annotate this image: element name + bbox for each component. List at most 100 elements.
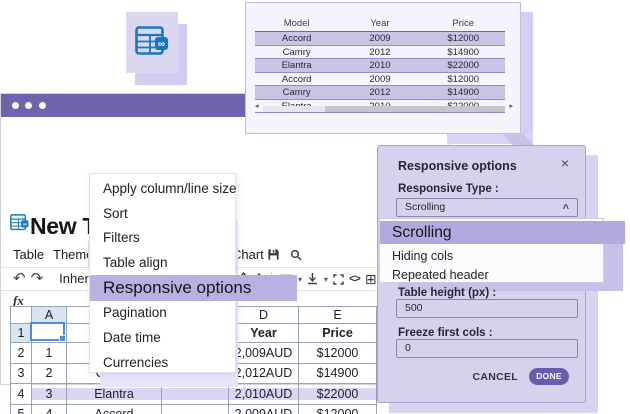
option-label: Scrolling bbox=[392, 224, 452, 241]
menu-item-currencies[interactable]: Currencies bbox=[103, 354, 169, 370]
selected-cell-outline bbox=[30, 322, 66, 342]
scroll-right-icon[interactable]: ▸ bbox=[509, 103, 513, 110]
table-height-label: Table height (px) : bbox=[398, 287, 497, 299]
preview-cell: Elantra bbox=[281, 60, 312, 71]
cell-a4[interactable]: 3 bbox=[31, 383, 67, 405]
undo-icon[interactable]: ↶ bbox=[13, 270, 26, 287]
menu-item-filters[interactable]: Filters bbox=[103, 230, 140, 246]
select-caret-up-icon[interactable]: ^ bbox=[562, 203, 569, 215]
preview-col-model: Model bbox=[283, 18, 310, 29]
option-scrolling[interactable]: Scrolling bbox=[380, 219, 625, 245]
scrollbar-thumb[interactable] bbox=[325, 106, 505, 112]
preview-row: Elantra 2010 $22000 bbox=[255, 59, 505, 73]
menu-table[interactable]: Table bbox=[13, 247, 45, 262]
borders-icon[interactable]: ⊞ bbox=[364, 270, 377, 287]
preview-hscrollbar[interactable]: ◂ ▸ bbox=[255, 103, 513, 113]
cell-e1[interactable]: Price bbox=[298, 323, 377, 343]
window-dot[interactable] bbox=[39, 102, 46, 109]
row-header[interactable]: 2 bbox=[10, 342, 32, 364]
preview-table-card: Model Year Price Accord 2009 $12000 Camr… bbox=[245, 2, 521, 134]
option-hiding-cols[interactable]: Hiding cols bbox=[392, 249, 454, 263]
preview-col-year: Year bbox=[370, 18, 390, 29]
vertical-align-caret-icon[interactable]: ▾ bbox=[323, 274, 328, 284]
preview-cell: $12000 bbox=[447, 33, 480, 44]
menu-item-apply-size[interactable]: Apply column/line size bbox=[103, 181, 237, 196]
cell-a2[interactable]: 1 bbox=[31, 342, 67, 364]
scroll-left-icon[interactable]: ◂ bbox=[255, 103, 259, 110]
preview-row: Camry 2012 $14900 bbox=[255, 46, 505, 59]
preview-cell: $12000 bbox=[447, 73, 480, 85]
frame-icon[interactable] bbox=[333, 273, 344, 285]
preview-cell: $14900 bbox=[447, 46, 480, 58]
preview-col-price: Price bbox=[452, 18, 475, 29]
svg-text:∞: ∞ bbox=[158, 39, 165, 50]
menu-item-date-time[interactable]: Date time bbox=[103, 329, 161, 345]
font-family-select[interactable]: Inherit bbox=[59, 271, 96, 286]
menu-item-responsive-options[interactable]: Responsive options bbox=[90, 275, 297, 302]
preview-table: Model Year Price Accord 2009 $12000 Camr… bbox=[255, 16, 505, 113]
cell-b5[interactable]: Accord bbox=[66, 403, 162, 414]
scrollbar-track[interactable] bbox=[263, 106, 505, 112]
window-dot[interactable] bbox=[25, 102, 32, 109]
cell-c5[interactable] bbox=[161, 403, 229, 414]
save-icon[interactable] bbox=[267, 248, 280, 261]
responsive-options-panel: Responsive options × Responsive Type : S… bbox=[377, 145, 625, 403]
menu-item-table-align[interactable]: Table align bbox=[103, 254, 168, 270]
format-dropdown-menu: Apply column/line size Sort Filters Tabl… bbox=[89, 173, 297, 373]
option-repeated-header[interactable]: Repeated header bbox=[392, 268, 489, 282]
col-header-d[interactable]: D bbox=[228, 306, 299, 324]
cell-d2[interactable]: 2,009AUD bbox=[228, 342, 299, 364]
col-header-e[interactable]: E bbox=[298, 306, 377, 324]
cell-d5[interactable]: 2,009AUD bbox=[228, 403, 299, 414]
widget-backdrop-lower-sheet bbox=[447, 134, 533, 144]
menu-item-sort[interactable]: Sort bbox=[103, 205, 128, 221]
row-header[interactable]: 3 bbox=[10, 362, 32, 384]
row-header[interactable]: 5 bbox=[10, 403, 32, 414]
done-button[interactable]: DONE bbox=[529, 368, 569, 385]
search-icon[interactable] bbox=[290, 249, 302, 261]
cell-e2[interactable]: $12000 bbox=[298, 342, 377, 364]
cell-a5[interactable]: 4 bbox=[31, 403, 67, 414]
logo-card: ∞ bbox=[126, 12, 178, 73]
cell-d4[interactable]: 2,010AUD bbox=[228, 383, 299, 405]
responsive-type-label: Responsive Type : bbox=[398, 183, 499, 195]
preview-row: Camry 2012 $14900 bbox=[255, 86, 505, 100]
responsive-type-select[interactable]: Scrolling ^ bbox=[396, 198, 578, 217]
cell-a3[interactable]: 2 bbox=[31, 362, 67, 384]
formula-fx-label: fx bbox=[13, 293, 24, 308]
window-dot[interactable] bbox=[12, 102, 19, 109]
vertical-align-icon[interactable] bbox=[307, 273, 318, 285]
freeze-cols-input[interactable]: 0 bbox=[396, 339, 578, 358]
panel-title: Responsive options bbox=[398, 159, 517, 173]
table-height-input[interactable]: 500 bbox=[396, 299, 578, 318]
app-logo-icon: ∞ bbox=[10, 214, 29, 231]
option-highlight bbox=[380, 221, 625, 244]
menu-theme[interactable]: Theme bbox=[53, 247, 94, 262]
row-header[interactable]: 1 bbox=[10, 323, 32, 343]
preview-cell: $22000 bbox=[447, 60, 480, 71]
row-header[interactable]: 4 bbox=[10, 383, 32, 405]
fill-handle[interactable] bbox=[59, 335, 66, 342]
menu-chart[interactable]: Chart bbox=[232, 247, 264, 262]
grid-corner[interactable] bbox=[10, 306, 32, 324]
cancel-button[interactable]: CANCEL bbox=[472, 370, 518, 383]
close-icon[interactable]: × bbox=[560, 155, 569, 171]
preview-row: Accord 2009 $12000 bbox=[255, 32, 505, 46]
table-infinity-logo-icon: ∞ bbox=[135, 26, 168, 55]
cell-e5[interactable]: $12000 bbox=[298, 403, 377, 414]
cell-e4[interactable]: $22000 bbox=[298, 383, 377, 405]
responsive-type-value: Scrolling bbox=[405, 201, 446, 213]
cell-e3[interactable]: $14900 bbox=[298, 362, 377, 384]
preview-cell: 2010 bbox=[369, 60, 391, 71]
align-caret-icon[interactable]: ▾ bbox=[297, 274, 302, 284]
cell-d1[interactable]: Year bbox=[228, 323, 299, 343]
code-icon[interactable]: <> bbox=[348, 273, 361, 285]
preview-cell: Accord bbox=[281, 73, 312, 85]
preview-cell: 2009 bbox=[369, 33, 391, 44]
cell-d3[interactable]: 2,012AUD bbox=[228, 362, 299, 384]
col-header-a[interactable]: A bbox=[31, 306, 67, 324]
preview-cell: 2012 bbox=[369, 46, 391, 58]
redo-icon[interactable]: ↷ bbox=[30, 270, 44, 287]
menu-item-pagination[interactable]: Pagination bbox=[103, 305, 167, 321]
